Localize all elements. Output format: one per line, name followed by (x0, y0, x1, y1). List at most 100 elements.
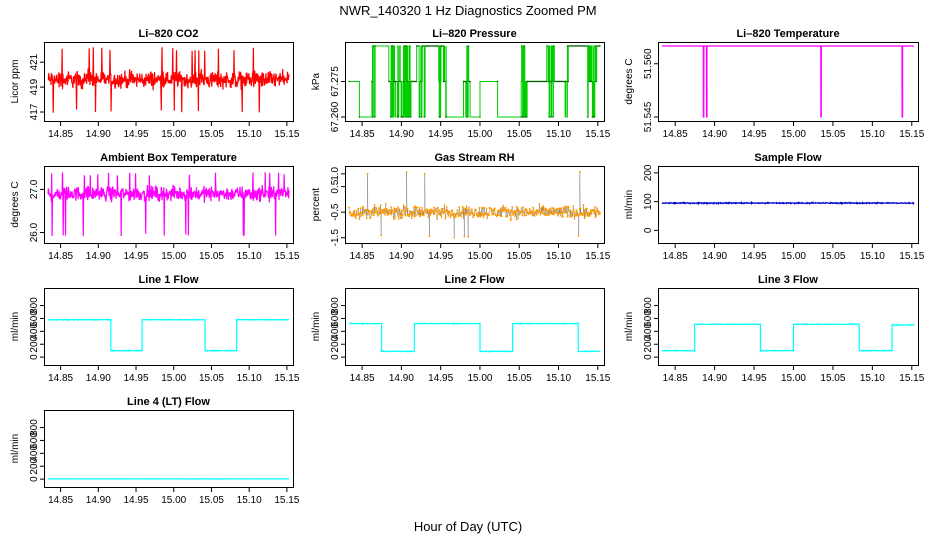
data-point (595, 80, 597, 83)
data-point (583, 217, 586, 220)
x-tick-label: 14.85 (663, 373, 688, 384)
data-point (549, 207, 551, 210)
data-point (414, 205, 416, 208)
x-tick-label: 14.85 (48, 129, 73, 140)
x-tick-label: 15.15 (274, 495, 299, 506)
data-point (584, 208, 586, 211)
data-point (348, 206, 350, 209)
x-tick-label: 15.10 (237, 495, 262, 506)
x-tick-label: 15.05 (507, 373, 532, 384)
data-point (472, 216, 474, 219)
y-axis-label: degrees C (10, 181, 21, 227)
x-tick-label: 15.00 (161, 373, 186, 384)
data-point (413, 215, 416, 218)
x-tick-label: 14.90 (86, 495, 111, 506)
x-tick-label: 15.00 (161, 251, 186, 262)
data-point (400, 213, 403, 216)
data-point (509, 217, 512, 220)
data-point (595, 214, 597, 217)
y-tick-label: 200 (29, 335, 40, 352)
data-point (390, 213, 393, 216)
y-tick-label: 800 (29, 419, 40, 436)
data-point (483, 206, 486, 209)
data-point (581, 212, 584, 215)
data-point (443, 211, 445, 214)
x-tick-label: 15.10 (546, 251, 571, 262)
data-point (360, 215, 362, 217)
data-point (477, 211, 480, 214)
x-tick-label: 15.15 (274, 129, 299, 140)
data-point (551, 207, 553, 209)
data-point (437, 206, 439, 209)
data-point (453, 236, 456, 239)
data-point (373, 116, 376, 118)
x-tick-label: 14.95 (428, 129, 453, 140)
data-point (394, 216, 396, 219)
data-point (599, 45, 601, 47)
x-tick-label: 15.05 (199, 251, 224, 262)
data-point (391, 209, 394, 212)
data-point (468, 214, 471, 217)
data-point (388, 80, 390, 83)
data-point (538, 202, 541, 205)
data-point (443, 204, 446, 207)
y-tick-label: 600 (29, 310, 40, 327)
data-point (395, 207, 398, 210)
data-point (380, 234, 382, 237)
x-tick-label: 15.15 (585, 129, 610, 140)
data-point (413, 212, 416, 214)
y-tick-label: 200 (643, 335, 654, 352)
data-point (383, 210, 386, 213)
data-point (416, 206, 418, 208)
panel-line3: Line 3 Flow 14.85 14.90 14.95 15.00 15.05 15.1… (624, 274, 925, 384)
data-point (582, 203, 585, 206)
data-point (463, 80, 466, 83)
data-point (521, 214, 524, 217)
data-point (414, 208, 417, 211)
data-point (408, 215, 411, 218)
data-point (397, 116, 399, 118)
series-line (661, 200, 915, 206)
data-point (496, 80, 499, 83)
data-point (468, 206, 470, 209)
data-point (445, 116, 447, 118)
y-axis-label: ml/min (10, 312, 21, 341)
data-point (427, 45, 429, 47)
x-tick-label: 15.15 (899, 129, 924, 140)
data-point (522, 211, 525, 214)
plot-frame (658, 288, 919, 366)
x-tick-label: 14.85 (48, 251, 73, 262)
data-point (435, 207, 438, 210)
data-point (461, 211, 463, 213)
x-tick-label: 15.00 (467, 251, 492, 262)
y-tick-label: 27.0 (29, 179, 40, 199)
data-point (486, 217, 488, 220)
data-point (427, 216, 430, 219)
data-point (526, 209, 528, 212)
data-point (353, 209, 356, 212)
data-point (410, 80, 413, 83)
data-point (428, 235, 431, 238)
data-point (487, 212, 490, 215)
data-point (457, 212, 459, 215)
data-point (465, 213, 468, 216)
data-point (596, 207, 599, 210)
data-point (572, 210, 574, 213)
data-point (454, 215, 457, 218)
data-point (545, 209, 548, 212)
x-axis-title: Hour of Day (UTC) (414, 519, 522, 534)
data-point (530, 213, 533, 215)
data-point (562, 80, 564, 83)
data-point (482, 216, 485, 219)
data-point (523, 214, 526, 217)
data-point (430, 45, 432, 47)
x-tick-label: 15.00 (467, 129, 492, 140)
data-point (373, 45, 375, 47)
data-point (481, 213, 484, 216)
data-point (456, 209, 459, 212)
data-point (362, 205, 365, 208)
data-point (562, 215, 564, 218)
data-point (485, 211, 488, 214)
data-point (564, 80, 567, 83)
data-point (355, 211, 358, 213)
